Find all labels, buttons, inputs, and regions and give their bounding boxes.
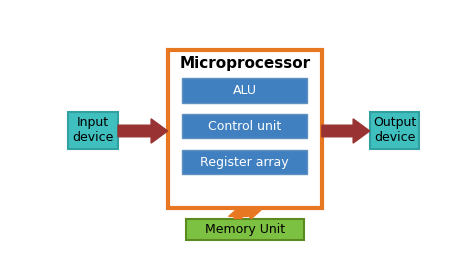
Text: Register array: Register array bbox=[201, 156, 289, 169]
Text: Control unit: Control unit bbox=[208, 120, 282, 133]
FancyBboxPatch shape bbox=[168, 50, 322, 208]
Text: Input
device: Input device bbox=[73, 116, 114, 144]
Text: ALU: ALU bbox=[233, 84, 257, 97]
FancyBboxPatch shape bbox=[186, 219, 303, 240]
FancyBboxPatch shape bbox=[370, 112, 419, 149]
Text: Memory Unit: Memory Unit bbox=[205, 222, 285, 236]
FancyBboxPatch shape bbox=[68, 112, 118, 149]
Text: Output
device: Output device bbox=[373, 116, 416, 144]
FancyArrow shape bbox=[322, 119, 370, 143]
FancyBboxPatch shape bbox=[182, 114, 307, 138]
FancyBboxPatch shape bbox=[182, 150, 307, 174]
FancyArrow shape bbox=[118, 119, 168, 143]
Text: Microprocessor: Microprocessor bbox=[179, 56, 310, 71]
FancyBboxPatch shape bbox=[182, 78, 307, 102]
FancyArrow shape bbox=[242, 208, 261, 219]
FancyArrow shape bbox=[228, 208, 248, 219]
